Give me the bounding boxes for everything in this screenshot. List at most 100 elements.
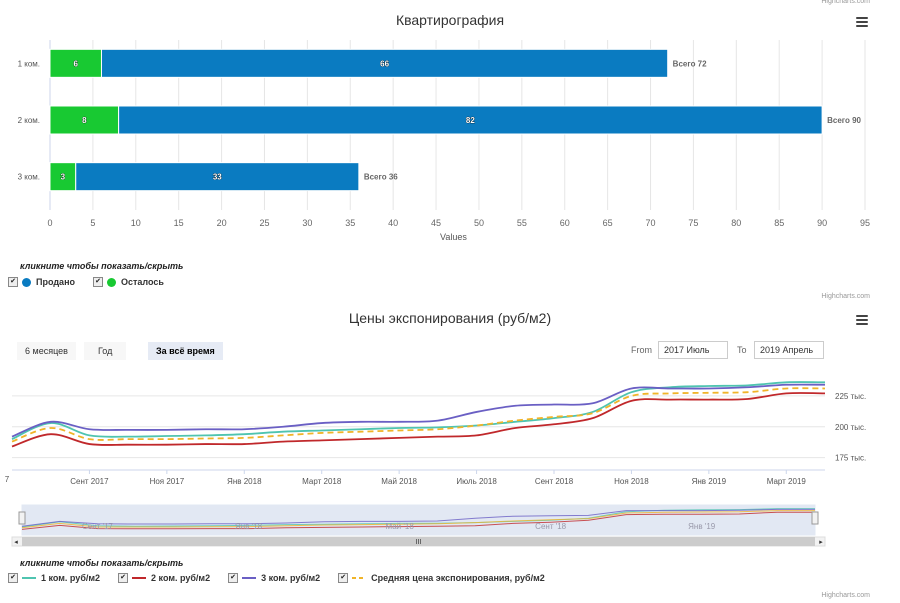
navigator-handle[interactable]	[811, 511, 819, 525]
y-tick-label: 175 тыс.	[835, 454, 866, 463]
chart2-title: Цены экспонирования (руб/м2)	[348, 310, 552, 326]
range-to-input[interactable]: 2019 Апрель	[754, 341, 824, 359]
legend-line-icon	[242, 577, 257, 579]
x-tick-label: 0	[47, 218, 52, 228]
credits-3[interactable]: Highcharts.com	[821, 592, 870, 599]
navigator-handle[interactable]	[18, 511, 26, 525]
x-tick-label: 5	[90, 218, 95, 228]
chart2-legend: ✔ 1 ком. руб/м2 ✔ 2 ком. руб/м2 ✔ 3 ком.…	[8, 573, 563, 583]
range-to-label: To	[737, 345, 747, 355]
checkbox-icon[interactable]: ✔	[228, 573, 239, 583]
legend-line-icon	[22, 577, 36, 579]
range-button-6-months[interactable]: 6 месяцев	[17, 342, 76, 360]
scroll-right-icon[interactable]: ▸	[819, 539, 823, 546]
x-tick-label: 65	[603, 218, 613, 228]
legend-item-average[interactable]: ✔ Средняя цена экспонирования, руб/м2	[338, 573, 545, 583]
scroll-left-icon[interactable]: ◂	[14, 539, 18, 546]
x-tick-label: Янв 2018	[227, 477, 262, 486]
x-tick-label: 80	[731, 218, 741, 228]
x-tick-label: 45	[431, 218, 441, 228]
chart2-legend-hint: кликните чтобы показать/скрыть	[20, 558, 184, 568]
navigator-label: Янв '18	[235, 522, 263, 531]
x-tick-label: 75	[688, 218, 698, 228]
checkbox-icon[interactable]: ✔	[338, 573, 349, 583]
legend-label: Осталось	[121, 277, 164, 287]
x-tick-label: Март 2018	[302, 477, 342, 486]
navigator-series-line	[21, 511, 815, 530]
legend-label: 1 ком. руб/м2	[41, 573, 101, 583]
legend-label: Продано	[36, 277, 75, 287]
x-tick-label: Сент 2018	[535, 477, 574, 486]
bar-total-label: Всего 72	[673, 59, 707, 68]
x-tick-label: 10	[131, 218, 141, 228]
x-tick-label: 35	[345, 218, 355, 228]
x-tick-label: 90	[817, 218, 827, 228]
checkbox-icon[interactable]: ✔	[118, 573, 129, 583]
bar-total-label: Всего 36	[364, 173, 398, 182]
chart1-xlabel: Values	[440, 232, 467, 242]
x-tick-label: Ноя 2018	[614, 477, 649, 486]
chart1-title: Квартирография	[395, 12, 505, 28]
checkbox-icon[interactable]: ✔	[93, 277, 103, 287]
x-tick-label: 7	[5, 475, 10, 484]
bar-data-label: 8	[82, 116, 87, 125]
legend-item-3-room[interactable]: ✔ 3 ком. руб/м2	[228, 573, 320, 583]
x-tick-label: 60	[560, 218, 570, 228]
range-button-all-time[interactable]: За всё время	[148, 342, 223, 360]
legend-item-remaining[interactable]: ✔ Осталось	[93, 277, 164, 287]
x-tick-label: 30	[302, 218, 312, 228]
range-from-label: From	[631, 345, 652, 355]
bar-chart: 0 5 10 15 20 25 30 35 40 45 50 55 60 65 70 75 80 85 90 95 1 …	[18, 40, 870, 228]
series-line	[11, 387, 826, 443]
category-label: 3 ком.	[18, 173, 40, 182]
x-tick-label: 55	[517, 218, 527, 228]
bar-segment	[118, 105, 823, 135]
legend-label: Средняя цена экспонирования, руб/м2	[371, 573, 545, 583]
line-chart: 175 тыс. 200 тыс. 225 тыс. 7 Сент 2017 Ноя 20…	[5, 381, 866, 547]
x-tick-label: 85	[774, 218, 784, 228]
bar-data-label: 6	[74, 59, 79, 68]
bar-segment	[49, 105, 120, 135]
x-tick-label: Янв 2019	[692, 477, 727, 486]
navigator-series-line	[21, 508, 815, 527]
navigator-label: Янв '19	[688, 522, 716, 531]
bar-segment	[100, 48, 669, 78]
x-tick-label: 25	[259, 218, 269, 228]
y-tick-label: 200 тыс.	[835, 423, 866, 432]
bar-data-label: 33	[213, 173, 222, 182]
bar-data-label: 3	[61, 173, 66, 182]
bar-data-label: 66	[380, 59, 389, 68]
x-tick-label: 20	[217, 218, 227, 228]
checkbox-icon[interactable]: ✔	[8, 277, 18, 287]
navigator-label: Май '18	[385, 522, 414, 531]
chart1-legend-hint: кликните чтобы показать/скрыть	[20, 261, 184, 271]
x-tick-label: 70	[646, 218, 656, 228]
bar-segment	[75, 162, 360, 192]
legend-dot-icon	[22, 277, 31, 287]
checkbox-icon[interactable]: ✔	[8, 573, 18, 583]
credits-1[interactable]: Highcharts.com	[821, 0, 870, 5]
scrollbar-thumb[interactable]	[22, 537, 815, 546]
legend-dot-icon	[107, 277, 116, 287]
credits-2[interactable]: Highcharts.com	[821, 293, 870, 300]
range-from-input[interactable]: 2017 Июль	[658, 341, 728, 359]
series-line	[11, 392, 826, 448]
series-line	[11, 383, 826, 438]
chart2-menu-icon[interactable]	[856, 315, 868, 325]
chart1-legend: ✔ Продано ✔ Осталось	[8, 277, 182, 287]
legend-label: 2 ком. руб/м2	[151, 573, 211, 583]
bar-total-label: Всего 90	[827, 116, 861, 125]
navigator-label: Сент '18	[535, 522, 567, 531]
x-tick-label: Май 2018	[381, 477, 417, 486]
legend-item-sold[interactable]: ✔ Продано	[8, 277, 75, 287]
x-tick-label: 50	[474, 218, 484, 228]
x-tick-label: 15	[174, 218, 184, 228]
legend-label: 3 ком. руб/м2	[261, 573, 321, 583]
range-button-year[interactable]: Год	[84, 342, 127, 360]
legend-item-1-room[interactable]: ✔ 1 ком. руб/м2	[8, 573, 100, 583]
x-tick-label: Март 2019	[767, 477, 807, 486]
navigator-label: Сент '17	[82, 522, 114, 531]
legend-item-2-room[interactable]: ✔ 2 ком. руб/м2	[118, 573, 210, 583]
legend-dashed-line-icon	[352, 577, 367, 579]
chart1-menu-icon[interactable]	[856, 17, 868, 27]
